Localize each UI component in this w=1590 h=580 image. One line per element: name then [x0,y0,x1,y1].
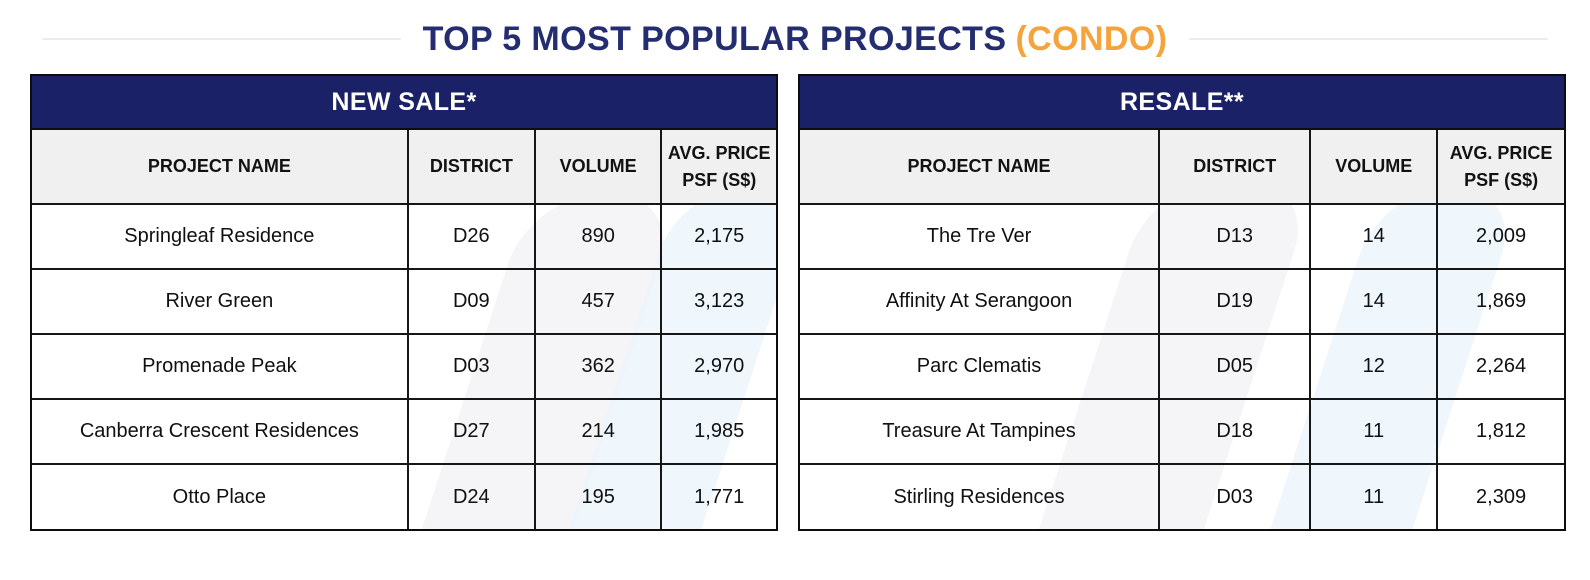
column-header-district: DISTRICT [1158,129,1312,205]
table-band-title: NEW SALE* [331,87,477,116]
cell-volume: 11 [1309,463,1439,529]
title-row: TOP 5 MOST POPULAR PROJECTS (CONDO) [42,16,1548,62]
cell-volume: 214 [533,398,663,465]
cell-avg-price-psf: 2,309 [1436,463,1564,529]
cell-district: D03 [1158,463,1312,529]
cell-district: D13 [1158,203,1312,270]
cell-volume: 195 [533,463,663,529]
cell-avg-price-psf: 2,175 [660,203,776,270]
table-row: Promenade Peak D03 362 2,970 [32,333,776,400]
title-rule-right [1189,38,1548,40]
cell-avg-price-psf: 1,771 [660,463,776,529]
table-row: The Tre Ver D13 14 2,009 [800,203,1564,270]
table-row: Affinity At Serangoon D19 14 1,869 [800,268,1564,335]
cell-project-name: Canberra Crescent Residences [32,398,409,465]
table-row: Canberra Crescent Residences D27 214 1,985 [32,398,776,465]
table-row: Treasure At Tampines D18 11 1,812 [800,398,1564,465]
cell-district: D18 [1158,398,1312,465]
resale-data-table: PROJECT NAME DISTRICT VOLUME AVG. PRICE PSF… [800,129,1564,529]
cell-volume: 362 [533,333,663,400]
page-title-main: TOP 5 MOST POPULAR PROJECTS [422,19,1007,58]
cell-volume: 14 [1309,268,1439,335]
column-header-project-name: PROJECT NAME [800,129,1161,205]
cell-project-name: Affinity At Serangoon [800,268,1161,335]
cell-volume: 12 [1309,333,1439,400]
cell-avg-price-psf: 1,985 [660,398,776,465]
page-title-highlight: (CONDO) [1015,19,1168,58]
cell-avg-price-psf: 2,264 [1436,333,1564,400]
column-header-district: DISTRICT [406,129,536,205]
column-header-project-name: PROJECT NAME [32,129,409,205]
column-header-row: PROJECT NAME DISTRICT VOLUME AVG. PRICE PSF… [800,129,1564,205]
cell-project-name: Otto Place [32,463,409,529]
cell-avg-price-psf: 1,812 [1436,398,1564,465]
cell-project-name: River Green [32,268,409,335]
cell-district: D24 [406,463,536,529]
cell-project-name: Stirling Residences [800,463,1161,529]
cell-project-name: Promenade Peak [32,333,409,400]
new-sale-table: NEW SALE* PROJECT NAME DISTRICT VOLUME AVG.… [30,74,778,531]
tables-area: NEW SALE* PROJECT NAME DISTRICT VOLUME AVG.… [30,74,1566,531]
table-row: Springleaf Residence D26 890 2,175 [32,203,776,270]
table-row: River Green D09 457 3,123 [32,268,776,335]
cell-volume: 890 [533,203,663,270]
cell-project-name: Treasure At Tampines [800,398,1161,465]
cell-project-name: Parc Clematis [800,333,1161,400]
cell-project-name: The Tre Ver [800,203,1161,270]
cell-avg-price-psf: 2,009 [1436,203,1564,270]
cell-avg-price-psf: 3,123 [660,268,776,335]
page-title: TOP 5 MOST POPULAR PROJECTS (CONDO) [423,20,1168,59]
column-header-volume: VOLUME [1309,129,1439,205]
table-row: Otto Place D24 195 1,771 [32,463,776,529]
table-row: Parc Clematis D05 12 2,264 [800,333,1564,400]
cell-district: D09 [406,268,536,335]
cell-district: D27 [406,398,536,465]
title-rule-left [42,38,401,40]
resale-band: RESALE** [800,76,1564,130]
cell-avg-price-psf: 1,869 [1436,268,1564,335]
new-sale-data-table: PROJECT NAME DISTRICT VOLUME AVG. PRICE PSF… [32,129,776,529]
cell-project-name: Springleaf Residence [32,203,409,270]
cell-district: D03 [406,333,536,400]
new-sale-band: NEW SALE* [32,76,776,130]
cell-avg-price-psf: 2,970 [660,333,776,400]
cell-volume: 457 [533,268,663,335]
cell-volume: 11 [1309,398,1439,465]
cell-volume: 14 [1309,203,1439,270]
table-band-title: RESALE** [1119,87,1245,116]
resale-table: RESALE** PROJECT NAME DISTRICT VOLUME AVG. … [798,74,1566,531]
column-header-avg-price-psf: AVG. PRICE PSF (S$) [660,129,776,205]
table-row: Stirling Residences D03 11 2,309 [800,463,1564,529]
column-header-avg-price-psf: AVG. PRICE PSF (S$) [1436,129,1564,205]
cell-district: D26 [406,203,536,270]
cell-district: D19 [1158,268,1312,335]
column-header-row: PROJECT NAME DISTRICT VOLUME AVG. PRICE PSF… [32,129,776,205]
column-header-volume: VOLUME [533,129,663,205]
cell-district: D05 [1158,333,1312,400]
